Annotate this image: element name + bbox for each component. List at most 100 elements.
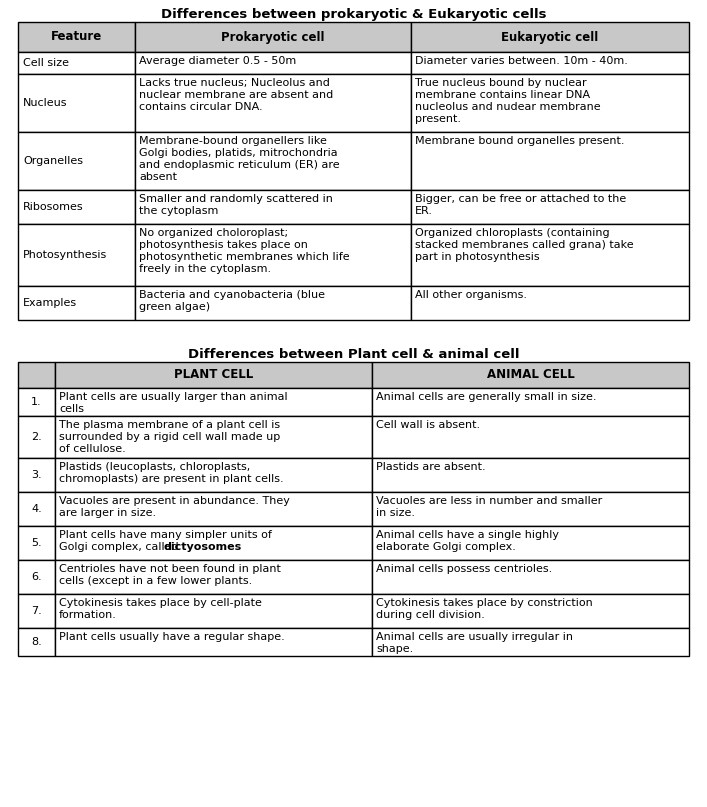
- Bar: [18, 458, 55, 492]
- Text: Cell wall is absent.: Cell wall is absent.: [376, 420, 480, 430]
- Bar: [55, 594, 372, 628]
- Bar: [55, 416, 372, 458]
- Text: Plant cells are usually larger than animal
cells: Plant cells are usually larger than anim…: [59, 392, 288, 414]
- Text: Plastids are absent.: Plastids are absent.: [376, 462, 486, 472]
- Bar: [372, 628, 689, 656]
- Bar: [136, 74, 411, 132]
- Text: True nucleus bound by nuclear
membrane contains linear DNA
nucleolus and nudear : True nucleus bound by nuclear membrane c…: [414, 78, 600, 124]
- Text: Feature: Feature: [51, 31, 103, 44]
- Bar: [372, 458, 689, 492]
- Bar: [55, 362, 372, 388]
- Text: .: .: [218, 542, 222, 552]
- Text: Cytokinesis takes place by constriction
during cell division.: Cytokinesis takes place by constriction …: [376, 598, 592, 620]
- Bar: [411, 190, 689, 224]
- Text: Membrane bound organelles present.: Membrane bound organelles present.: [414, 136, 624, 146]
- Text: Animal cells are generally small in size.: Animal cells are generally small in size…: [376, 392, 597, 402]
- Bar: [18, 526, 55, 560]
- Bar: [411, 132, 689, 190]
- Bar: [55, 458, 372, 492]
- Bar: [411, 286, 689, 320]
- Text: Plastids (leucoplasts, chloroplasts,
chromoplasts) are present in plant cells.: Plastids (leucoplasts, chloroplasts, chr…: [59, 462, 284, 484]
- Text: 2.: 2.: [31, 432, 42, 442]
- Bar: [18, 52, 136, 74]
- Text: Photosynthesis: Photosynthesis: [23, 250, 107, 260]
- Bar: [372, 492, 689, 526]
- Text: Differences between Plant cell & animal cell: Differences between Plant cell & animal …: [188, 348, 519, 361]
- Text: Average diameter 0.5 - 50m: Average diameter 0.5 - 50m: [139, 56, 297, 66]
- Text: 4.: 4.: [31, 504, 42, 514]
- Bar: [18, 22, 136, 52]
- Text: Golgi complex, called: Golgi complex, called: [59, 542, 182, 552]
- Text: All other organisms.: All other organisms.: [414, 290, 527, 300]
- Bar: [411, 52, 689, 74]
- Text: PLANT CELL: PLANT CELL: [174, 369, 253, 382]
- Bar: [18, 74, 136, 132]
- Text: The plasma membrane of a plant cell is
surrounded by a rigid cell wall made up
o: The plasma membrane of a plant cell is s…: [59, 420, 280, 454]
- Bar: [372, 560, 689, 594]
- Text: Vacuoles are present in abundance. They
are larger in size.: Vacuoles are present in abundance. They …: [59, 496, 290, 518]
- Bar: [55, 526, 372, 560]
- Bar: [136, 224, 411, 286]
- Text: 6.: 6.: [31, 572, 42, 582]
- Bar: [55, 388, 372, 416]
- Text: Prokaryotic cell: Prokaryotic cell: [221, 31, 325, 44]
- Text: Differences between prokaryotic & Eukaryotic cells: Differences between prokaryotic & Eukary…: [160, 8, 547, 21]
- Text: No organized choloroplast;
photosynthesis takes place on
photosynthetic membrane: No organized choloroplast; photosynthesi…: [139, 228, 350, 274]
- Bar: [18, 594, 55, 628]
- Text: 8.: 8.: [31, 637, 42, 647]
- Text: Smaller and randomly scattered in
the cytoplasm: Smaller and randomly scattered in the cy…: [139, 194, 333, 216]
- Text: 3.: 3.: [31, 470, 42, 480]
- Text: ANIMAL CELL: ANIMAL CELL: [486, 369, 574, 382]
- Bar: [18, 362, 55, 388]
- Text: Membrane-bound organellers like
Golgi bodies, platids, mitrochondria
and endopla: Membrane-bound organellers like Golgi bo…: [139, 136, 340, 182]
- Text: Animal cells possess centrioles.: Animal cells possess centrioles.: [376, 564, 552, 574]
- Text: Eukaryotic cell: Eukaryotic cell: [501, 31, 598, 44]
- Bar: [18, 388, 55, 416]
- Text: Cell size: Cell size: [23, 58, 69, 68]
- Bar: [136, 286, 411, 320]
- Text: Centrioles have not been found in plant
cells (except in a few lower plants.: Centrioles have not been found in plant …: [59, 564, 281, 586]
- Text: Bacteria and cyanobacteria (blue
green algae): Bacteria and cyanobacteria (blue green a…: [139, 290, 325, 312]
- Bar: [411, 224, 689, 286]
- Bar: [18, 286, 136, 320]
- Text: Vacuoles are less in number and smaller
in size.: Vacuoles are less in number and smaller …: [376, 496, 602, 518]
- Text: dictyosomes: dictyosomes: [163, 542, 242, 552]
- Bar: [372, 594, 689, 628]
- Text: Animal cells have a single highly
elaborate Golgi complex.: Animal cells have a single highly elabor…: [376, 530, 559, 552]
- Bar: [55, 492, 372, 526]
- Bar: [55, 560, 372, 594]
- Bar: [18, 560, 55, 594]
- Bar: [18, 190, 136, 224]
- Bar: [411, 74, 689, 132]
- Bar: [136, 190, 411, 224]
- Text: Plant cells usually have a regular shape.: Plant cells usually have a regular shape…: [59, 632, 285, 642]
- Text: 7.: 7.: [31, 606, 42, 616]
- Bar: [372, 362, 689, 388]
- Text: Diameter varies between. 10m - 40m.: Diameter varies between. 10m - 40m.: [414, 56, 627, 66]
- Text: Organized chloroplasts (containing
stacked membranes called grana) take
part in : Organized chloroplasts (containing stack…: [414, 228, 633, 262]
- Text: Lacks true nucleus; Nucleolus and
nuclear membrane are absent and
contains circu: Lacks true nucleus; Nucleolus and nuclea…: [139, 78, 334, 112]
- Bar: [136, 52, 411, 74]
- Text: 1.: 1.: [31, 397, 42, 407]
- Bar: [18, 416, 55, 458]
- Bar: [372, 388, 689, 416]
- Bar: [18, 132, 136, 190]
- Bar: [411, 22, 689, 52]
- Text: Examples: Examples: [23, 298, 77, 308]
- Bar: [136, 132, 411, 190]
- Text: Organelles: Organelles: [23, 156, 83, 166]
- Text: Nucleus: Nucleus: [23, 98, 67, 108]
- Text: Bigger, can be free or attached to the
ER.: Bigger, can be free or attached to the E…: [414, 194, 626, 216]
- Text: Ribosomes: Ribosomes: [23, 202, 83, 212]
- Bar: [55, 628, 372, 656]
- Bar: [18, 492, 55, 526]
- Text: Plant cells have many simpler units of: Plant cells have many simpler units of: [59, 530, 271, 540]
- Text: 5.: 5.: [31, 538, 42, 548]
- Bar: [18, 628, 55, 656]
- Bar: [136, 22, 411, 52]
- Text: Animal cells are usually irregular in
shape.: Animal cells are usually irregular in sh…: [376, 632, 573, 654]
- Text: Cytokinesis takes place by cell-plate
formation.: Cytokinesis takes place by cell-plate fo…: [59, 598, 262, 620]
- Bar: [372, 416, 689, 458]
- Bar: [372, 526, 689, 560]
- Bar: [18, 224, 136, 286]
